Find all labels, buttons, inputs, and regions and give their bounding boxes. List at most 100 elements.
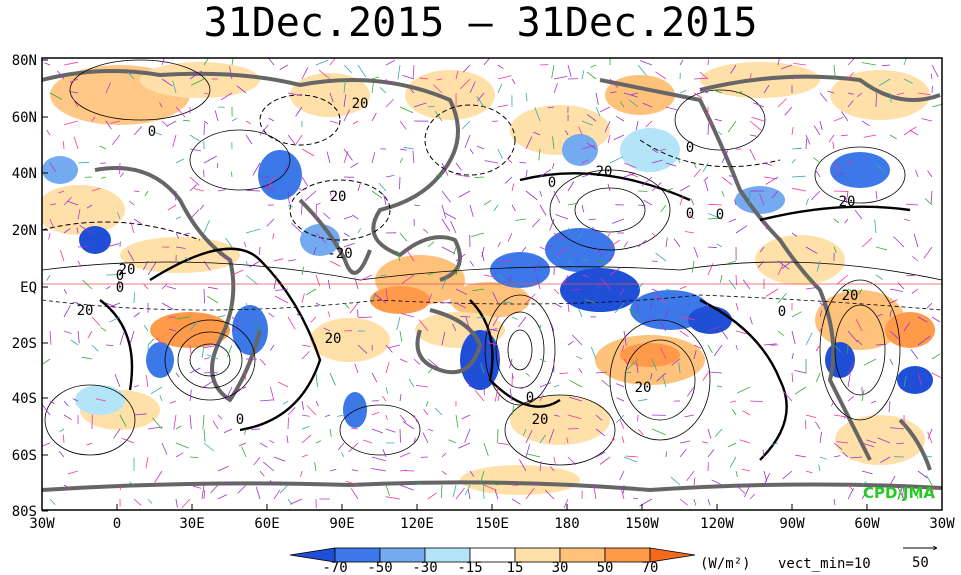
wind-vector (207, 286, 219, 290)
wind-vector (382, 395, 387, 402)
watermark: CPD/JMA (863, 484, 935, 502)
wind-vector (553, 190, 561, 204)
wind-vector (371, 76, 380, 80)
wind-vector (519, 459, 527, 472)
wind-vector (274, 295, 289, 304)
wind-vector (828, 134, 835, 143)
wind-vector (113, 428, 121, 439)
contour-label: 20 (839, 194, 856, 210)
wind-vector (212, 420, 219, 430)
wind-vector (343, 215, 353, 220)
wind-vector (241, 446, 247, 458)
wind-vector (385, 78, 389, 85)
wind-vector (427, 105, 435, 108)
wind-vector (133, 312, 140, 318)
wind-vector (152, 131, 163, 136)
wind-vector (655, 71, 667, 80)
wind-vector (399, 394, 402, 402)
lon-tick-label: 60W (854, 516, 880, 532)
wind-vector (632, 497, 639, 500)
wind-vector (175, 372, 180, 378)
wind-vector (581, 259, 590, 262)
wind-vector (237, 484, 247, 494)
wind-vector (791, 126, 794, 136)
wind-vector (401, 274, 415, 284)
wind-vector (805, 332, 813, 346)
wind-vector (483, 442, 489, 457)
wind-vector (629, 173, 639, 178)
wind-vector (483, 484, 497, 491)
wind-vector (917, 372, 922, 386)
wind-vector (742, 410, 751, 416)
wind-vector (100, 327, 107, 332)
wind-vector (245, 228, 261, 234)
wind-vector (525, 293, 536, 304)
wind-vector (707, 120, 713, 125)
wind-vector (350, 162, 359, 169)
wind-vector (217, 494, 227, 500)
lon-tick-label: 150W (625, 516, 659, 532)
wind-vector (343, 302, 350, 309)
wind-vector (262, 183, 275, 192)
wind-vector (833, 344, 841, 353)
wind-vector (791, 77, 798, 80)
wind-vector (105, 243, 120, 248)
colorbar-tick-label: 70 (642, 560, 659, 575)
contour-label: 0 (548, 175, 556, 191)
wind-vector (525, 190, 538, 201)
wind-vector (161, 58, 165, 66)
wind-vector (578, 126, 583, 136)
wind-vector (875, 313, 883, 318)
wind-vector (371, 411, 380, 416)
wind-vector (301, 414, 310, 417)
wind-vector (833, 442, 843, 450)
wind-vector (49, 162, 57, 173)
wind-vector (815, 169, 821, 178)
wind-vector (410, 88, 415, 94)
lat-tick-label: 60N (12, 110, 37, 126)
wind-vector (379, 274, 387, 277)
lat-tick-label: 40S (12, 391, 37, 407)
wind-vector (581, 70, 585, 80)
wind-vector (511, 78, 516, 85)
wind-vector (623, 456, 637, 463)
wind-vector (643, 199, 653, 206)
wind-vector (168, 328, 177, 332)
wind-vector (707, 213, 723, 220)
wind-vectors (42, 58, 942, 509)
wind-vector (805, 134, 811, 145)
wind-vector (441, 218, 451, 232)
wind-vector (497, 394, 500, 402)
wind-vector (371, 428, 384, 434)
wind-vector (906, 203, 919, 206)
wind-vector (427, 293, 433, 304)
wind-vector (63, 484, 70, 489)
wind-vector (861, 480, 867, 486)
wind-vector (371, 112, 377, 122)
wind-vector (371, 292, 376, 304)
wind-vector (854, 209, 863, 220)
wind-vector (679, 316, 695, 321)
contour-label: 0 (116, 268, 124, 284)
wind-vector (539, 358, 546, 363)
wind-vector (601, 379, 611, 388)
wind-vector (385, 484, 390, 496)
wind-vector (534, 107, 541, 122)
wind-vector (444, 212, 457, 220)
wind-vector (253, 456, 261, 466)
wind-vector (497, 104, 509, 108)
wind-vector (753, 102, 765, 108)
wind-vector (813, 157, 821, 164)
wind-vector (708, 203, 723, 206)
wind-vector (291, 223, 303, 234)
colorbar: -70 -50 -30 -15 15 30 50 70 (289, 547, 696, 575)
wind-vector (679, 330, 689, 338)
wind-vector (792, 187, 807, 192)
wind-vector (337, 414, 345, 417)
wind-vector (105, 120, 112, 130)
wind-vector (189, 389, 192, 402)
wind-vector (581, 144, 596, 150)
wind-vector (46, 129, 51, 136)
wind-vector (296, 313, 303, 318)
wind-vector (441, 190, 451, 203)
